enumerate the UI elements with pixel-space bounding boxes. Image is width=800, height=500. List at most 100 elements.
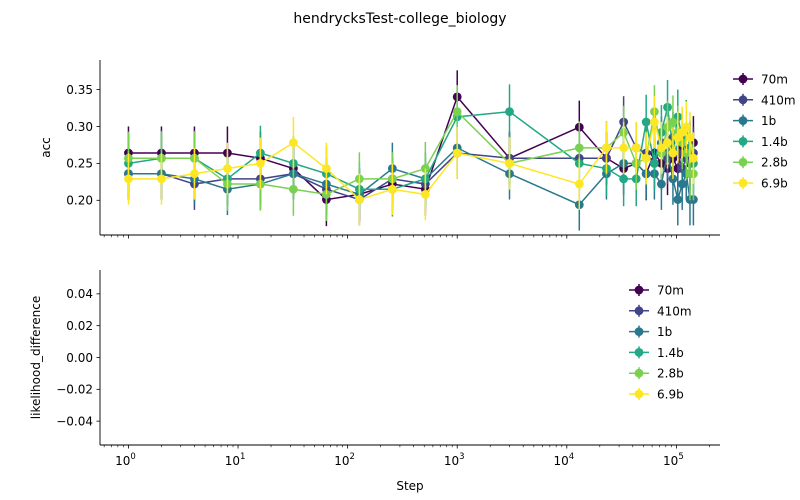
legend-marker (738, 95, 748, 105)
y-tick-label: 0.25 (66, 157, 93, 171)
legend-label: 410m (761, 93, 796, 107)
data-point (505, 158, 514, 168)
x-tick-base: 10 (115, 454, 130, 468)
legend-entry: 1.4b (733, 135, 788, 149)
legend-label: 70m (761, 73, 788, 87)
data-point (602, 143, 611, 153)
data-point (631, 143, 641, 153)
x-tick-label: 101 (225, 452, 246, 468)
x-tick-label: 103 (444, 452, 465, 468)
y-tick-label: 0.20 (66, 194, 93, 208)
y-tick-label: 0.35 (66, 83, 93, 97)
x-tick-exponent: 0 (130, 452, 135, 462)
x-tick-label: 104 (553, 452, 574, 468)
y-tick-label: 0.04 (66, 287, 93, 301)
legend-label: 1b (761, 114, 776, 128)
legend-marker (738, 178, 748, 188)
data-point (124, 174, 133, 184)
data-point (387, 184, 397, 194)
x-tick-label: 105 (663, 452, 684, 468)
legend-entry: 6.9b (629, 388, 684, 402)
legend-label: 70m (657, 284, 684, 298)
legend-entry: 2.8b (733, 156, 788, 170)
y-tick-label: −0.02 (56, 383, 93, 397)
data-point (190, 169, 199, 179)
figure-title: hendrycksTest-college_biology (293, 11, 506, 27)
legend-label: 410m (657, 304, 692, 318)
data-point (650, 158, 659, 168)
x-tick-base: 10 (444, 454, 459, 468)
data-point (685, 133, 695, 142)
legend-entry: 1b (629, 325, 672, 339)
data-point (505, 107, 514, 117)
legend-marker (634, 285, 644, 295)
y-axis-label: acc (39, 137, 53, 158)
data-point (574, 179, 584, 189)
legend-label: 1.4b (761, 135, 788, 149)
y-tick-label: −0.04 (56, 414, 93, 428)
data-point (619, 174, 629, 184)
data-point (641, 153, 651, 163)
x-axis-label: Step (396, 479, 423, 493)
legend-marker (738, 157, 748, 167)
data-point (452, 107, 462, 117)
data-point (641, 117, 651, 127)
legend-entry: 1.4b (629, 346, 684, 360)
legend-entry: 1b (733, 114, 776, 128)
data-point (668, 148, 678, 158)
data-point (668, 174, 678, 184)
legend-label: 6.9b (761, 177, 788, 191)
x-tick-base: 10 (225, 454, 240, 468)
series-6.9b (124, 96, 698, 226)
data-point (256, 158, 265, 168)
data-point (619, 143, 629, 153)
likelihood-difference-panel: 100 101 102 103 104 1050.040.020.00−0.02−0.04… (29, 270, 720, 493)
legend-marker (634, 368, 644, 378)
data-point (420, 189, 430, 199)
y-tick-label: 0.30 (66, 120, 93, 134)
legend-label: 6.9b (657, 388, 684, 402)
legend-marker (738, 116, 748, 125)
x-tick-exponent: 2 (350, 452, 355, 462)
y-tick-label: 0.00 (66, 351, 93, 365)
data-point (668, 117, 678, 127)
x-tick-base: 10 (553, 454, 568, 468)
legend-marker (634, 327, 644, 336)
data-point (288, 138, 298, 148)
y-axis-label: likelihood_difference (29, 296, 43, 419)
data-point (689, 153, 698, 163)
acc-panel: 0.20 0.25 0.30 0.35 acc 70m 410m 1b 1.4b 2.8b 6.9b (39, 60, 796, 239)
x-tick-exponent: 5 (678, 452, 683, 462)
legend-marker (634, 389, 644, 399)
data-point (673, 195, 683, 204)
data-point (288, 184, 298, 194)
legend-label: 1b (657, 325, 672, 339)
data-point (321, 164, 331, 173)
legend-label: 2.8b (657, 367, 684, 381)
x-tick-exponent: 4 (569, 452, 574, 462)
data-point (657, 179, 666, 189)
x-tick-base: 10 (663, 454, 678, 468)
legend-label: 2.8b (761, 156, 788, 170)
series-1b (124, 122, 698, 231)
x-tick-exponent: 3 (459, 452, 464, 462)
legend-label: 1.4b (657, 346, 684, 360)
data-point (650, 117, 659, 127)
legend-entry: 70m (733, 73, 788, 87)
x-tick-label: 100 (115, 452, 136, 468)
legend-marker (738, 137, 748, 146)
legend-entry: 410m (733, 93, 796, 107)
legend-marker (634, 306, 644, 316)
legend-marker (738, 74, 748, 84)
x-tick-base: 10 (334, 454, 349, 468)
data-point (452, 148, 462, 158)
data-point (354, 195, 364, 204)
data-point (681, 122, 691, 132)
data-point (677, 179, 687, 189)
x-tick-exponent: 1 (240, 452, 245, 462)
data-point (223, 164, 232, 173)
data-point (681, 148, 691, 158)
data-point (657, 143, 666, 153)
legend-entry: 70m (629, 284, 684, 298)
